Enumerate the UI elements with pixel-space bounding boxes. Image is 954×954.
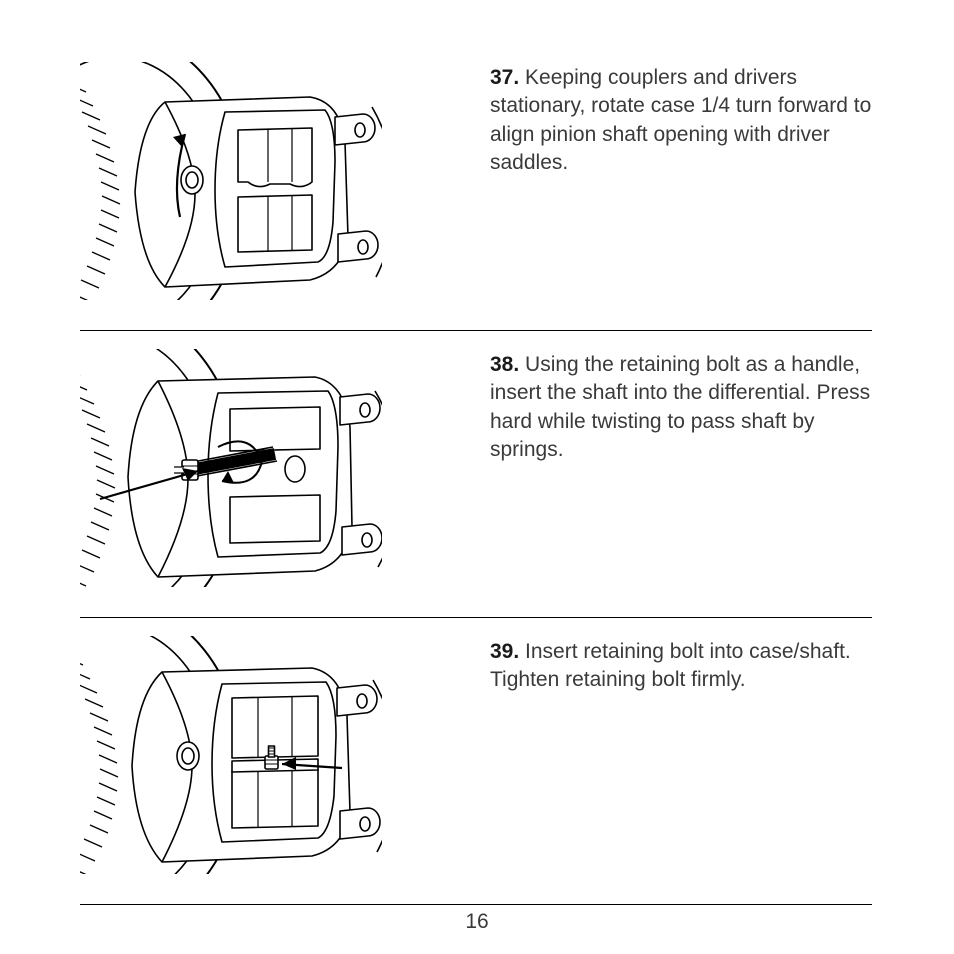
step-38: 38. Using the retaining bolt as a handle… bbox=[80, 349, 872, 617]
illustration-differential-rotate bbox=[80, 62, 382, 300]
step-number: 39. bbox=[490, 640, 519, 663]
manual-page: 37. Keeping couplers and drivers station… bbox=[0, 0, 954, 954]
illustration-retaining-bolt bbox=[80, 636, 382, 874]
step-body: Keeping couplers and drivers stationary,… bbox=[490, 66, 871, 174]
step-text: 38. Using the retaining bolt as a handle… bbox=[490, 349, 872, 464]
illustration-insert-shaft bbox=[80, 349, 382, 587]
step-number: 37. bbox=[490, 66, 519, 89]
step-37: 37. Keeping couplers and drivers station… bbox=[80, 62, 872, 330]
step-body: Using the retaining bolt as a handle, in… bbox=[490, 353, 870, 461]
step-39: 39. Insert retaining bolt into case/shaf… bbox=[80, 636, 872, 904]
page-number: 16 bbox=[465, 910, 488, 934]
step-wrapper: 37. Keeping couplers and drivers station… bbox=[80, 62, 872, 331]
step-wrapper: 39. Insert retaining bolt into case/shaf… bbox=[80, 636, 872, 905]
step-text: 39. Insert retaining bolt into case/shaf… bbox=[490, 636, 872, 695]
step-number: 38. bbox=[490, 353, 519, 376]
step-wrapper: 38. Using the retaining bolt as a handle… bbox=[80, 349, 872, 618]
step-body: Insert retaining bolt into case/shaft. T… bbox=[490, 640, 851, 691]
step-text: 37. Keeping couplers and drivers station… bbox=[490, 62, 872, 177]
